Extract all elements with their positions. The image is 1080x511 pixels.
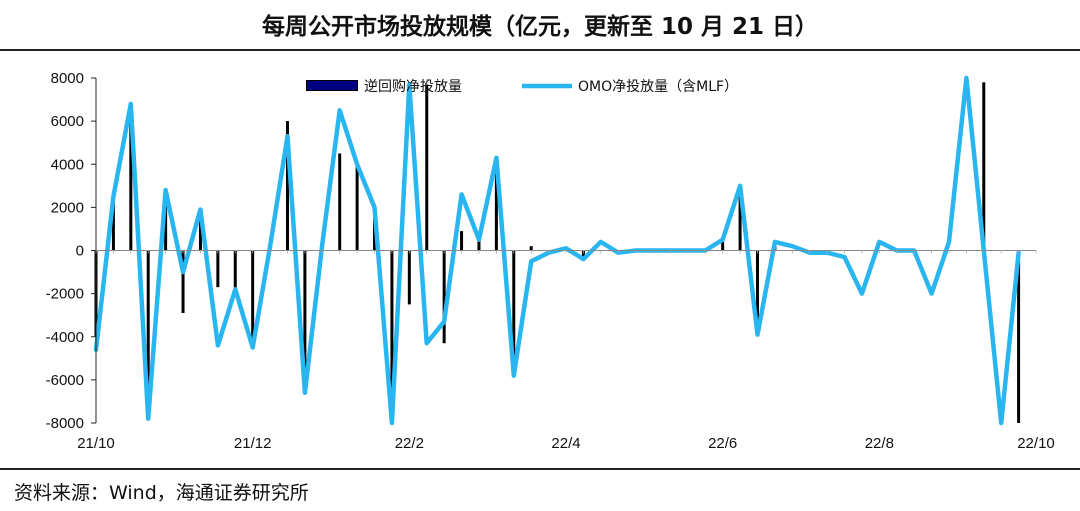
bar [303, 250, 307, 391]
bar [982, 82, 986, 251]
x-tick-label: 22/6 [708, 435, 737, 452]
bar [460, 231, 464, 251]
legend-label-line: OMO净投放量（含MLF） [578, 79, 738, 95]
y-axis: 8000 6000 4000 2000 0 -2000 -4000 -6000 -8000 [46, 70, 97, 432]
page-title: 每周公开市场投放规模（亿元，更新至 10 月 21 日） [261, 14, 819, 40]
bar [721, 241, 725, 251]
bar [164, 194, 168, 251]
source-rule [0, 468, 1080, 470]
legend-label-bars: 逆回购净投放量 [364, 79, 462, 95]
bar [355, 164, 359, 251]
title-rule [0, 49, 1080, 51]
y-tick-label: 0 [76, 243, 84, 260]
bar [146, 250, 150, 413]
y-tick-label: -8000 [46, 415, 84, 432]
bar [755, 250, 759, 333]
y-tick-label: 4000 [51, 156, 84, 173]
bar [425, 84, 429, 251]
x-tick-label: 21/12 [234, 435, 272, 452]
x-tick-label: 21/10 [77, 435, 115, 452]
bar [477, 237, 481, 251]
x-tick-label: 22/10 [1017, 435, 1055, 452]
bar [512, 250, 516, 376]
bar [216, 250, 220, 288]
y-tick-label: -6000 [46, 372, 84, 389]
bar [233, 250, 237, 290]
y-tick-label: -4000 [46, 329, 84, 346]
bar [1017, 250, 1021, 423]
bar [581, 250, 585, 260]
bar [198, 213, 202, 251]
bar [111, 194, 115, 251]
y-tick-label: 6000 [51, 113, 84, 130]
y-tick-label: 2000 [51, 199, 84, 216]
reverse-repo-bars [94, 82, 1021, 423]
bar [251, 250, 255, 346]
bar [529, 246, 533, 251]
legend-swatch-bars-inner [307, 81, 357, 90]
bar [442, 250, 446, 344]
x-tick-label: 22/2 [395, 435, 424, 452]
bar [738, 185, 742, 251]
bar [181, 250, 185, 314]
bar [494, 164, 498, 251]
bar [338, 153, 342, 251]
bar [390, 250, 394, 423]
x-tick-label: 22/4 [551, 435, 580, 452]
legend: 逆回购净投放量 OMO净投放量（含MLF） [306, 79, 738, 95]
x-tick-label: 22/8 [865, 435, 894, 452]
y-tick-label: 8000 [51, 70, 84, 87]
bar [129, 110, 133, 251]
bar [407, 250, 411, 305]
x-axis: 21/10 21/12 22/2 22/4 22/6 22/8 22/10 [77, 250, 1055, 452]
y-tick-label: -2000 [46, 286, 84, 303]
source-note: 资料来源：Wind，海通证券研究所 [14, 482, 309, 504]
weekly-omo-chart: 8000 6000 4000 2000 0 -2000 -4000 -6000 -8000 21… [46, 70, 1055, 452]
bar [285, 121, 289, 251]
